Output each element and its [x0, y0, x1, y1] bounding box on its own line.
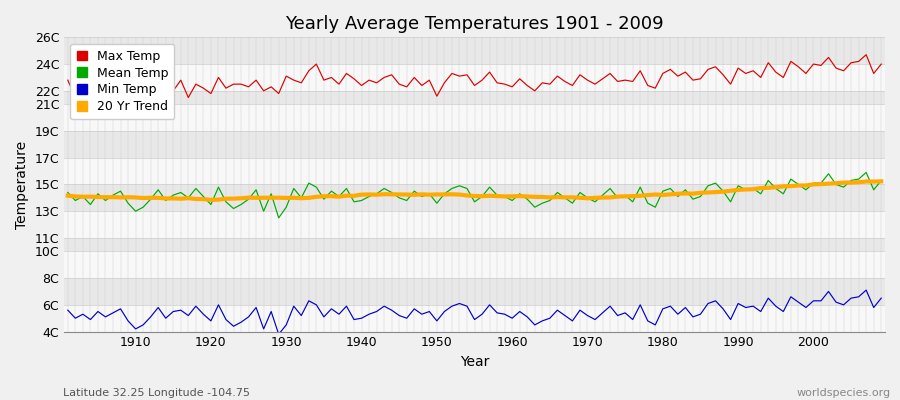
Mean Temp — [605, 186, 616, 191]
Mean Temp — [860, 170, 871, 175]
Min Temp — [122, 318, 133, 323]
Max Temp — [876, 62, 886, 66]
Min Temp — [341, 304, 352, 308]
Min Temp — [860, 288, 871, 292]
20 Yr Trend — [341, 193, 352, 198]
Mean Temp — [296, 196, 307, 200]
20 Yr Trend — [514, 194, 525, 198]
Bar — [64, 305, 885, 332]
Mean Temp — [341, 186, 352, 191]
Max Temp — [605, 71, 616, 76]
Max Temp — [341, 71, 352, 76]
Y-axis label: Temperature: Temperature — [15, 140, 29, 228]
Bar — [64, 91, 885, 104]
Mean Temp — [514, 192, 525, 196]
Bar — [64, 278, 885, 305]
Text: worldspecies.org: worldspecies.org — [796, 388, 891, 398]
Bar — [64, 211, 885, 238]
20 Yr Trend — [62, 193, 73, 198]
Mean Temp — [876, 178, 886, 183]
20 Yr Trend — [876, 179, 886, 184]
20 Yr Trend — [605, 195, 616, 200]
Bar — [64, 184, 885, 211]
Bar — [64, 104, 885, 131]
20 Yr Trend — [296, 196, 307, 201]
Min Temp — [62, 308, 73, 312]
Bar — [64, 238, 885, 251]
Max Temp — [62, 78, 73, 82]
Max Temp — [514, 76, 525, 81]
X-axis label: Year: Year — [460, 355, 490, 369]
Mean Temp — [62, 190, 73, 195]
Max Temp — [122, 91, 133, 96]
Bar — [64, 158, 885, 184]
Min Temp — [605, 304, 616, 308]
Bar — [64, 251, 885, 278]
Title: Yearly Average Temperatures 1901 - 2009: Yearly Average Temperatures 1901 - 2009 — [285, 15, 664, 33]
Min Temp — [296, 313, 307, 318]
Max Temp — [507, 84, 517, 89]
Bar — [64, 131, 885, 158]
Min Temp — [876, 296, 886, 300]
Text: Latitude 32.25 Longitude -104.75: Latitude 32.25 Longitude -104.75 — [63, 388, 250, 398]
Bar — [64, 64, 885, 91]
Min Temp — [507, 316, 517, 321]
Mean Temp — [507, 198, 517, 203]
Legend: Max Temp, Mean Temp, Min Temp, 20 Yr Trend: Max Temp, Mean Temp, Min Temp, 20 Yr Tre… — [70, 44, 175, 119]
Min Temp — [514, 309, 525, 314]
Max Temp — [138, 104, 148, 109]
20 Yr Trend — [122, 195, 133, 200]
Line: 20 Yr Trend: 20 Yr Trend — [68, 181, 881, 200]
Mean Temp — [274, 216, 284, 220]
Max Temp — [860, 52, 871, 57]
Line: Mean Temp: Mean Temp — [68, 172, 881, 218]
Line: Max Temp: Max Temp — [68, 55, 881, 107]
20 Yr Trend — [507, 194, 517, 199]
Min Temp — [274, 332, 284, 337]
Line: Min Temp: Min Temp — [68, 290, 881, 334]
Max Temp — [296, 80, 307, 85]
20 Yr Trend — [205, 198, 216, 202]
Bar — [64, 37, 885, 64]
Mean Temp — [122, 201, 133, 206]
